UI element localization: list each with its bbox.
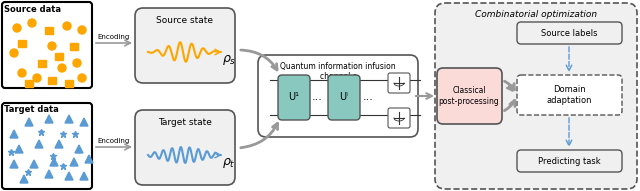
Circle shape	[10, 49, 18, 57]
Circle shape	[78, 74, 86, 82]
Polygon shape	[80, 172, 88, 180]
FancyBboxPatch shape	[2, 103, 92, 189]
FancyBboxPatch shape	[437, 68, 502, 124]
Polygon shape	[80, 118, 88, 126]
Circle shape	[28, 19, 36, 27]
Text: Encoding: Encoding	[98, 34, 130, 40]
FancyBboxPatch shape	[517, 150, 622, 172]
Text: ...: ...	[312, 92, 323, 102]
Polygon shape	[65, 172, 73, 180]
Polygon shape	[70, 158, 78, 166]
Text: U¹: U¹	[289, 92, 300, 102]
Circle shape	[48, 42, 56, 50]
Polygon shape	[85, 155, 93, 163]
Polygon shape	[65, 115, 73, 123]
Text: $\rho_t$: $\rho_t$	[222, 156, 236, 170]
Polygon shape	[55, 140, 63, 148]
Text: Predicting task: Predicting task	[538, 156, 600, 165]
FancyBboxPatch shape	[258, 55, 418, 137]
Circle shape	[63, 22, 71, 30]
Bar	[45, 27, 53, 34]
Text: Source state: Source state	[157, 16, 214, 25]
Text: Domain
adaptation: Domain adaptation	[547, 85, 592, 105]
Text: Target state: Target state	[158, 118, 212, 127]
Bar	[55, 53, 63, 60]
Text: ...: ...	[363, 92, 373, 102]
Bar	[65, 80, 73, 87]
Polygon shape	[45, 115, 53, 123]
Circle shape	[18, 69, 26, 77]
Text: Source labels: Source labels	[541, 28, 597, 37]
FancyBboxPatch shape	[388, 108, 410, 128]
FancyBboxPatch shape	[517, 22, 622, 44]
FancyBboxPatch shape	[135, 8, 235, 83]
FancyBboxPatch shape	[435, 3, 637, 189]
Polygon shape	[45, 170, 53, 178]
FancyBboxPatch shape	[517, 75, 622, 115]
Polygon shape	[35, 140, 43, 148]
Bar	[70, 43, 78, 50]
Bar	[38, 60, 46, 67]
Circle shape	[78, 26, 86, 34]
Polygon shape	[10, 160, 18, 168]
Circle shape	[13, 24, 21, 32]
Circle shape	[58, 64, 66, 72]
FancyBboxPatch shape	[328, 75, 360, 120]
Polygon shape	[10, 130, 18, 138]
Text: $\rho_s$: $\rho_s$	[222, 53, 236, 67]
Text: Classical
post-processing: Classical post-processing	[438, 86, 499, 106]
FancyBboxPatch shape	[135, 110, 235, 185]
Text: Encoding: Encoding	[98, 138, 130, 144]
Bar	[48, 77, 56, 84]
FancyBboxPatch shape	[278, 75, 310, 120]
Polygon shape	[15, 145, 23, 153]
Text: Uⁱ: Uⁱ	[339, 92, 349, 102]
Polygon shape	[50, 158, 58, 166]
Circle shape	[33, 74, 41, 82]
Bar	[18, 40, 26, 47]
Text: Quantum information infusion
channel ε: Quantum information infusion channel ε	[280, 62, 396, 81]
Text: Combinatorial optimization: Combinatorial optimization	[475, 10, 597, 19]
Text: Source data: Source data	[4, 5, 61, 14]
FancyBboxPatch shape	[388, 73, 410, 93]
Polygon shape	[20, 175, 28, 183]
Text: Target data: Target data	[4, 105, 59, 114]
FancyBboxPatch shape	[2, 2, 92, 88]
Circle shape	[73, 59, 81, 67]
Polygon shape	[25, 118, 33, 126]
Polygon shape	[30, 160, 38, 168]
Polygon shape	[75, 145, 83, 153]
Bar	[25, 80, 33, 87]
